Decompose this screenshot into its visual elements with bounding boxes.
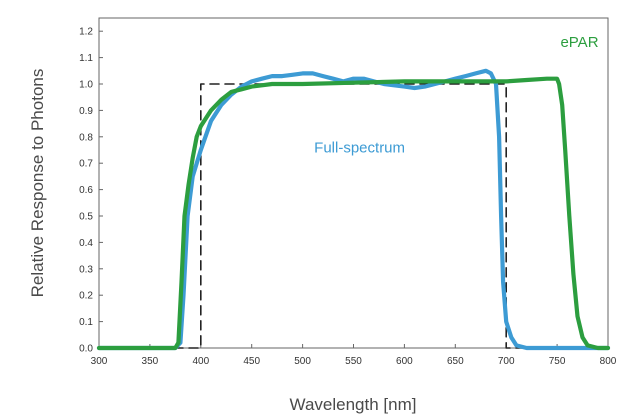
y-tick-label: 0.9 bbox=[79, 106, 93, 117]
x-tick-label: 350 bbox=[142, 356, 159, 367]
x-tick-label: 800 bbox=[600, 356, 617, 367]
x-tick-label: 550 bbox=[345, 356, 362, 367]
y-tick-label: 0.7 bbox=[79, 159, 93, 170]
x-tick-label: 650 bbox=[447, 356, 464, 367]
plot-frame bbox=[98, 17, 609, 349]
y-tick-label: 1.1 bbox=[79, 53, 93, 64]
series-line-epar bbox=[96, 76, 611, 351]
series-layer bbox=[96, 68, 611, 351]
series-label-full-spectrum: Full-spectrum bbox=[314, 140, 405, 157]
y-tick-label: 1.2 bbox=[79, 27, 93, 38]
y-tick-label: 0.1 bbox=[79, 317, 93, 328]
annotation-layer: ePAR Full-spectrum bbox=[314, 34, 599, 157]
y-tick-label: 0.2 bbox=[79, 291, 93, 302]
x-tick-label: 450 bbox=[243, 356, 260, 367]
x-tick-label: 600 bbox=[396, 356, 413, 367]
y-tick-label: 0.6 bbox=[79, 185, 93, 196]
y-axis-title: Relative Response to Photons bbox=[28, 69, 47, 298]
y-tick-label: 1.0 bbox=[79, 80, 93, 91]
x-tick-label: 700 bbox=[498, 356, 515, 367]
x-tick-label: 300 bbox=[91, 356, 108, 367]
x-tick-label: 750 bbox=[549, 356, 566, 367]
axis-ticks: 300 350 400 450 500 550 600 650 700 750 800 0.0 0.1 0… bbox=[79, 27, 617, 367]
series-line-full-spectrum bbox=[96, 68, 611, 351]
y-tick-label: 0.8 bbox=[79, 132, 93, 143]
ideal-par-dashed-line bbox=[98, 83, 609, 349]
x-tick-label: 500 bbox=[294, 356, 311, 367]
series-label-epar: ePAR bbox=[560, 34, 598, 51]
x-tick-label: 400 bbox=[192, 356, 209, 367]
y-tick-label: 0.5 bbox=[79, 212, 93, 223]
y-tick-label: 0.3 bbox=[79, 264, 93, 275]
y-tick-label: 0.0 bbox=[79, 344, 93, 355]
y-tick-label: 0.4 bbox=[79, 238, 93, 249]
x-axis-title: Wavelength [nm] bbox=[290, 395, 417, 414]
